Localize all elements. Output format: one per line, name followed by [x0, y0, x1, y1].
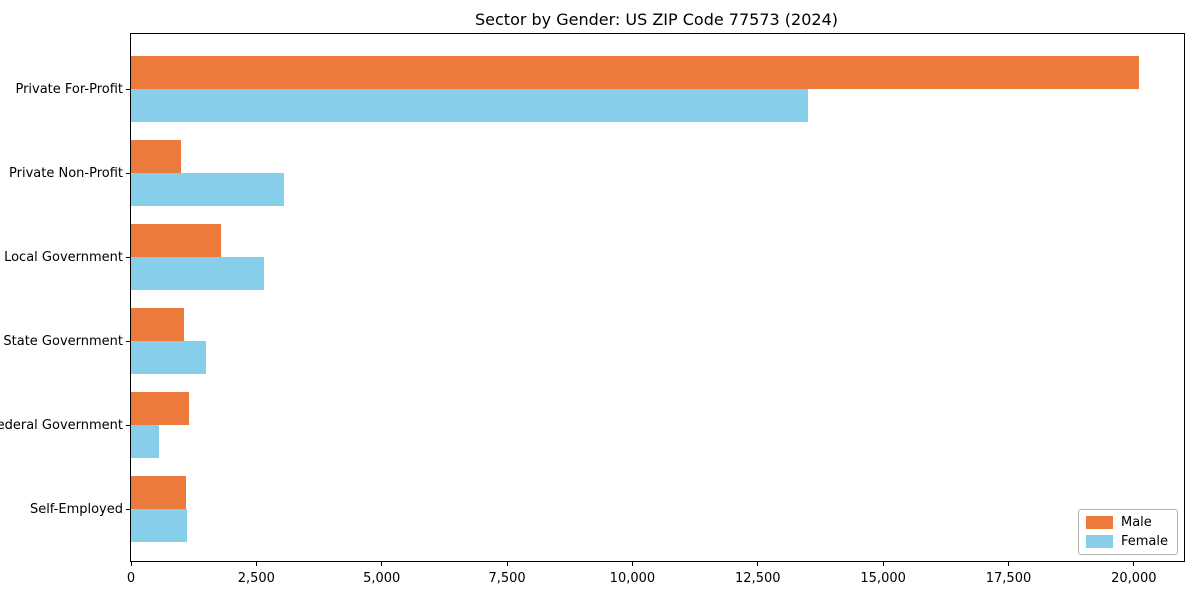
x-tick	[1133, 562, 1135, 566]
y-tick	[126, 172, 130, 174]
y-tick	[126, 424, 130, 426]
x-tick-label-2500: 2,500	[237, 571, 275, 586]
y-tick-label-self-employed: Self-Employed	[29, 502, 123, 517]
bar-male-self-employed	[131, 476, 186, 509]
chart-title: Sector by Gender: US ZIP Code 77573 (202…	[475, 10, 838, 29]
legend: Male Female	[1077, 509, 1178, 555]
bar-female-self-employed	[131, 509, 187, 542]
bar-female-state-government	[131, 341, 206, 374]
y-tick-label-private-for-profit: Private For-Profit	[15, 82, 123, 97]
plot-area: Male Female Private For-Profit Private Non…	[0, 33, 1185, 586]
x-tick	[130, 562, 132, 566]
bar-male-private-non-profit	[131, 140, 181, 173]
bar-male-local-government	[131, 224, 221, 257]
x-tick-label-12500: 12,500	[735, 571, 781, 586]
x-tick-label-5000: 5,000	[363, 571, 401, 586]
y-tick	[126, 508, 130, 510]
x-tick	[381, 562, 383, 566]
y-tick-label-local-government: Local Government	[4, 250, 123, 265]
x-tick	[631, 562, 633, 566]
x-tick	[506, 562, 508, 566]
y-tick-label-state-government: State Government	[3, 334, 123, 349]
bar-female-federal-government	[131, 425, 159, 458]
legend-label-female: Female	[1120, 534, 1168, 549]
bar-female-local-government	[131, 257, 264, 290]
legend-label-male: Male	[1120, 515, 1152, 530]
y-tick	[126, 88, 130, 90]
y-tick	[126, 256, 130, 258]
x-tick	[1008, 562, 1009, 566]
y-tick-label-federal-government: Federal Government	[0, 418, 123, 433]
legend-entry-female: Female	[1085, 534, 1168, 549]
x-tick-label-20000: 20,000	[1111, 571, 1157, 586]
bar-female-private-for-profit	[131, 89, 808, 122]
x-tick	[757, 562, 759, 566]
legend-swatch-male	[1085, 516, 1113, 529]
x-tick-label-7500: 7,500	[488, 571, 526, 586]
x-tick-label-15000: 15,000	[860, 571, 906, 586]
x-tick-label-17500: 17,500	[985, 571, 1032, 586]
bar-male-federal-government	[131, 392, 189, 425]
bar-female-private-non-profit	[131, 173, 284, 206]
legend-swatch-female	[1085, 535, 1113, 548]
y-tick	[126, 340, 130, 342]
x-tick	[882, 562, 884, 566]
bar-male-private-for-profit	[131, 56, 1139, 89]
legend-entry-male: Male	[1085, 515, 1168, 530]
x-tick-label-0: 0	[126, 571, 136, 586]
bar-male-state-government	[131, 308, 184, 341]
x-tick-label-10000: 10,000	[609, 571, 656, 586]
y-tick-label-private-non-profit: Private Non-Profit	[9, 166, 123, 181]
x-tick	[255, 562, 257, 566]
